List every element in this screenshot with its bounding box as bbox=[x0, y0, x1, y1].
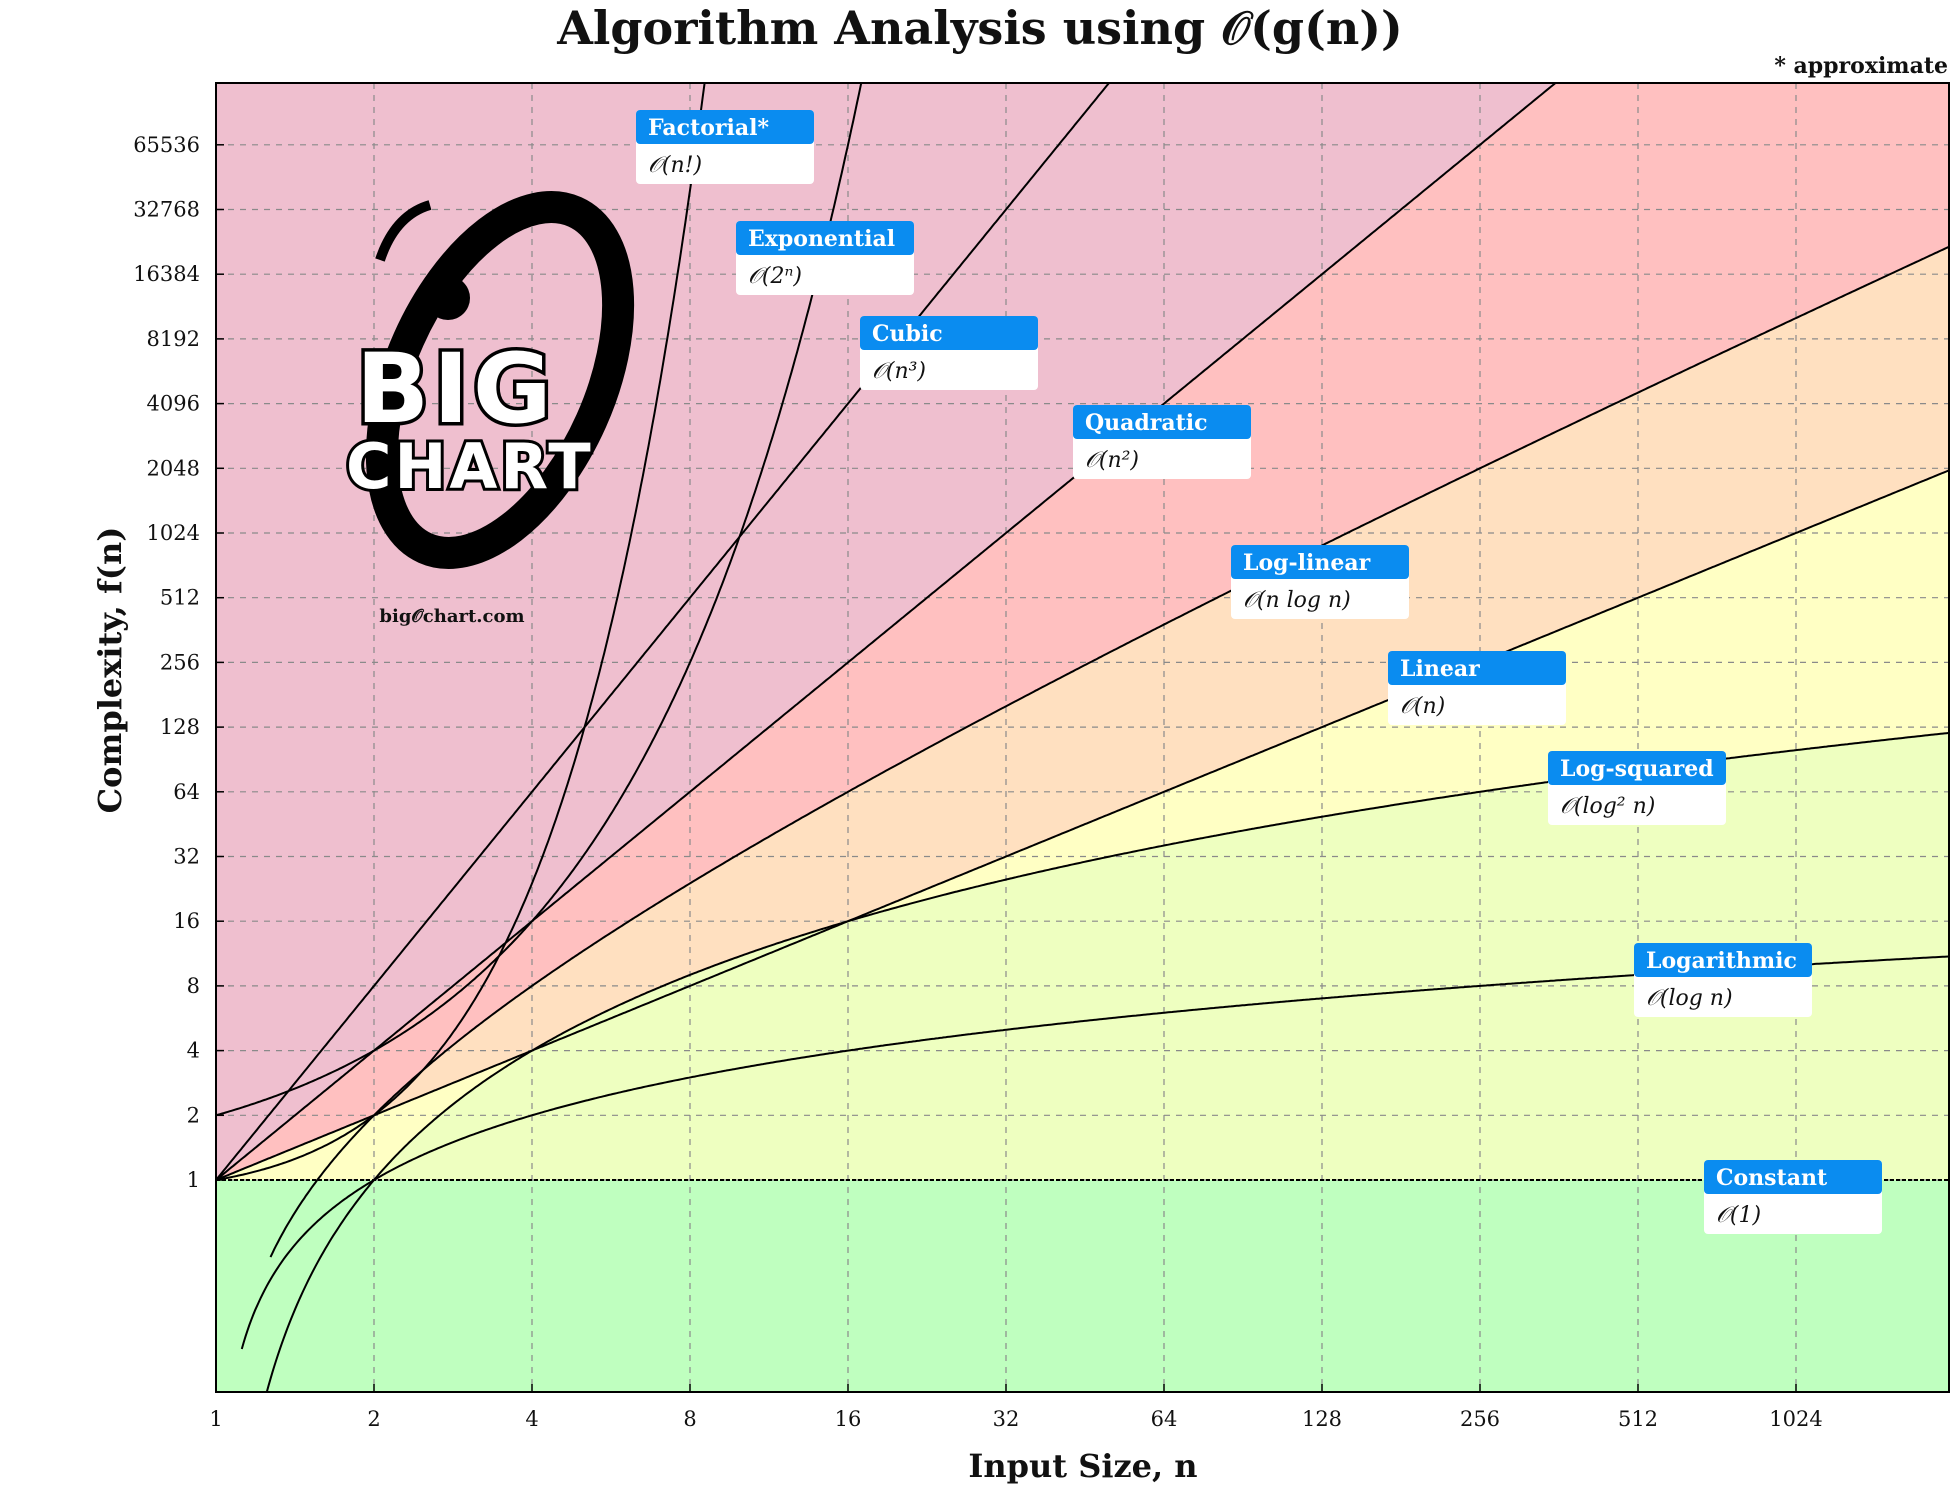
label-header bbox=[1704, 1160, 1882, 1194]
label-quadratic: Quadratic 𝒪(n²) bbox=[1073, 405, 1251, 479]
label-nlogn: Log-linear 𝒪(n log n) bbox=[1231, 545, 1409, 619]
y-tick-label: 32768 bbox=[133, 198, 200, 222]
series-name: Quadratic bbox=[1085, 410, 1208, 436]
logo-chart-text: CHART bbox=[346, 430, 594, 503]
label-linear: Linear 𝒪(n) bbox=[1388, 651, 1566, 725]
plot-border bbox=[215, 82, 1950, 1393]
approximate-note: * approximate bbox=[1774, 53, 1948, 79]
series-name: Log-linear bbox=[1243, 550, 1371, 576]
curve-cubic bbox=[216, 83, 1111, 1181]
complexity-curves bbox=[216, 83, 1950, 1392]
series-formula: 𝒪(log² n) bbox=[1560, 794, 1655, 819]
y-tick-label: 4096 bbox=[147, 392, 200, 416]
label-header bbox=[1073, 405, 1251, 439]
series-name: Cubic bbox=[872, 321, 943, 347]
y-axis-label: Complexity, f(n) bbox=[91, 527, 129, 814]
y-tick-label: 2048 bbox=[147, 456, 200, 480]
y-tick-label: 32 bbox=[173, 845, 200, 869]
label-header bbox=[1634, 943, 1812, 977]
y-tick-label: 8192 bbox=[147, 327, 200, 351]
y-tick-label: 256 bbox=[160, 650, 200, 674]
logo-site-text: big𝒪chart.com bbox=[379, 606, 524, 627]
label-header bbox=[636, 110, 814, 144]
y-tick-label: 1 bbox=[187, 1168, 200, 1192]
x-tick-label: 128 bbox=[1302, 1407, 1342, 1431]
x-axis-label: Input Size, n bbox=[968, 1447, 1197, 1485]
y-tick-label: 16384 bbox=[133, 262, 200, 286]
curve-quadratic bbox=[216, 83, 1558, 1181]
series-name: Log-squared bbox=[1560, 756, 1714, 782]
region-constant bbox=[216, 1180, 1950, 1392]
label-header bbox=[1231, 545, 1409, 579]
curve-linear bbox=[216, 468, 1950, 1181]
label-cubic: Cubic 𝒪(n³) bbox=[860, 316, 1038, 390]
label-header bbox=[1548, 751, 1726, 785]
big-o-chart-logo: BIG CHART big𝒪chart.com bbox=[343, 191, 635, 627]
x-tick-label: 4 bbox=[525, 1407, 538, 1431]
y-tick-label: 512 bbox=[160, 586, 200, 610]
logo-o-mark bbox=[365, 191, 635, 569]
series-formula: 𝒪(n) bbox=[1400, 694, 1445, 719]
series-formula: 𝒪(n²) bbox=[1085, 448, 1139, 473]
series-formula: 𝒪(1) bbox=[1716, 1203, 1761, 1228]
curve-exponential bbox=[216, 83, 863, 1117]
chart-title: Algorithm Analysis using 𝒪(g(n)) bbox=[556, 1, 1403, 55]
series-formula: 𝒪(n!) bbox=[648, 153, 702, 178]
curve-factorial bbox=[216, 83, 706, 1181]
x-tick-label: 64 bbox=[1151, 1407, 1178, 1431]
y-tick-label: 2 bbox=[187, 1103, 200, 1127]
label-factorial: Factorial* 𝒪(n!) bbox=[636, 110, 814, 184]
series-name: Logarithmic bbox=[1646, 948, 1797, 974]
x-tick-label: 16 bbox=[835, 1407, 862, 1431]
y-tick-label: 65536 bbox=[133, 133, 200, 157]
series-formula: 𝒪(n log n) bbox=[1243, 588, 1351, 613]
plot-frame bbox=[215, 82, 1950, 1393]
y-tick-label: 128 bbox=[160, 715, 200, 739]
x-tick-label: 8 bbox=[683, 1407, 696, 1431]
label-header bbox=[1388, 651, 1566, 685]
label-log2: Log-squared 𝒪(log² n) bbox=[1548, 751, 1726, 825]
y-tick-label: 1024 bbox=[147, 521, 200, 545]
x-tick-label: 32 bbox=[993, 1407, 1020, 1431]
y-tick-label: 16 bbox=[173, 909, 200, 933]
x-tick-label: 256 bbox=[1460, 1407, 1500, 1431]
curve-nlogn bbox=[269, 245, 1950, 1258]
series-formula: 𝒪(2ⁿ) bbox=[748, 264, 802, 289]
label-log: Logarithmic 𝒪(log n) bbox=[1634, 943, 1812, 1017]
series-name: Factorial* bbox=[648, 115, 769, 141]
x-tick-label: 2 bbox=[367, 1407, 380, 1431]
series-labels: Constant 𝒪(1) Logarithmic 𝒪(log n) Log-squar… bbox=[636, 110, 1882, 1234]
y-tick-label: 4 bbox=[187, 1039, 200, 1063]
label-header bbox=[736, 221, 914, 255]
grid bbox=[216, 83, 1950, 1392]
logo-big-text: BIG bbox=[356, 333, 556, 445]
series-name: Exponential bbox=[748, 226, 895, 252]
y-tick-label: 64 bbox=[173, 780, 200, 804]
axis-ticks: 1 2 4 8 16 32 64 128 256 512 1024 1 2 4 8 16 32 64 128 256 5… bbox=[133, 133, 1823, 1431]
series-name: Linear bbox=[1400, 656, 1480, 682]
y-tick-label: 8 bbox=[187, 974, 200, 998]
label-constant: Constant 𝒪(1) bbox=[1704, 1160, 1882, 1234]
series-formula: 𝒪(n³) bbox=[872, 359, 926, 384]
x-tick-label: 1 bbox=[209, 1407, 222, 1431]
series-name: Constant bbox=[1716, 1165, 1828, 1191]
label-exponential: Exponential 𝒪(2ⁿ) bbox=[736, 221, 914, 295]
label-header bbox=[860, 316, 1038, 350]
x-tick-label: 1024 bbox=[1769, 1407, 1822, 1431]
x-tick-label: 512 bbox=[1618, 1407, 1658, 1431]
logo-o-ball bbox=[426, 276, 470, 320]
logo-o-tail bbox=[375, 200, 432, 262]
series-formula: 𝒪(log n) bbox=[1646, 986, 1733, 1011]
